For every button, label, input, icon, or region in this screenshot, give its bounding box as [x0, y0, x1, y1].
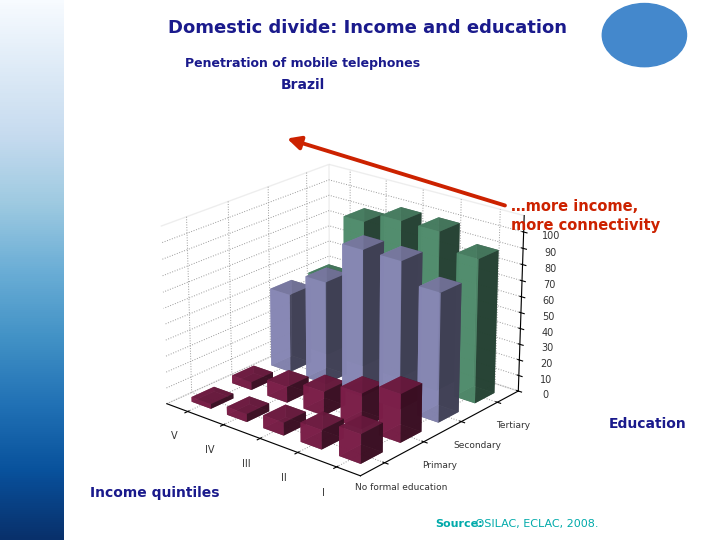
Text: Domestic divide: Income and education: Domestic divide: Income and education: [168, 19, 567, 37]
Text: …more income,
more connectivity: …more income, more connectivity: [511, 199, 660, 233]
Text: Brazil: Brazil: [280, 78, 325, 92]
Text: Income quintiles: Income quintiles: [90, 485, 220, 500]
Circle shape: [602, 3, 687, 67]
Text: 🌐: 🌐: [637, 23, 652, 47]
Text: Penetration of mobile telephones: Penetration of mobile telephones: [185, 57, 420, 70]
Text: Education: Education: [608, 417, 686, 431]
Text: Source:: Source:: [436, 519, 483, 529]
Text: OSILAC, ECLAC, 2008.: OSILAC, ECLAC, 2008.: [472, 519, 598, 529]
